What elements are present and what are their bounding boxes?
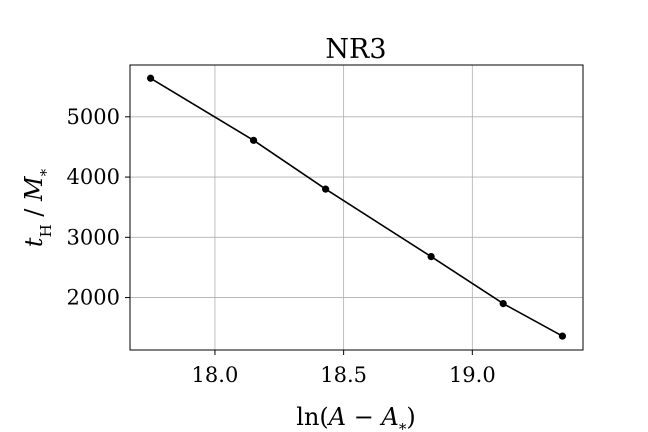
x-tick-label: 18.0 xyxy=(192,363,239,387)
ticks: 18.0 18.5 19.0 2000 3000 4000 5000 xyxy=(67,105,496,387)
chart-title: NR3 xyxy=(325,34,386,65)
x-tick-label: 18.5 xyxy=(320,363,367,387)
data-point xyxy=(427,253,435,261)
data-point xyxy=(249,136,258,144)
data-point xyxy=(558,332,567,340)
y-tick-label: 2000 xyxy=(67,286,120,310)
data-point xyxy=(499,300,507,308)
y-tick-label: 4000 xyxy=(67,165,120,189)
data-points xyxy=(146,74,567,340)
data-point xyxy=(146,74,155,82)
x-axis-label: ln(A − A*) xyxy=(296,403,415,432)
grid xyxy=(130,65,583,350)
series-line xyxy=(150,77,563,337)
y-tick-label: 3000 xyxy=(67,225,120,249)
plot-frame xyxy=(129,64,584,351)
y-tick-label: 5000 xyxy=(67,105,120,129)
data-point xyxy=(322,185,330,193)
x-tick-label: 19.0 xyxy=(449,363,496,387)
y-axis-label: tH / M* xyxy=(20,168,55,247)
